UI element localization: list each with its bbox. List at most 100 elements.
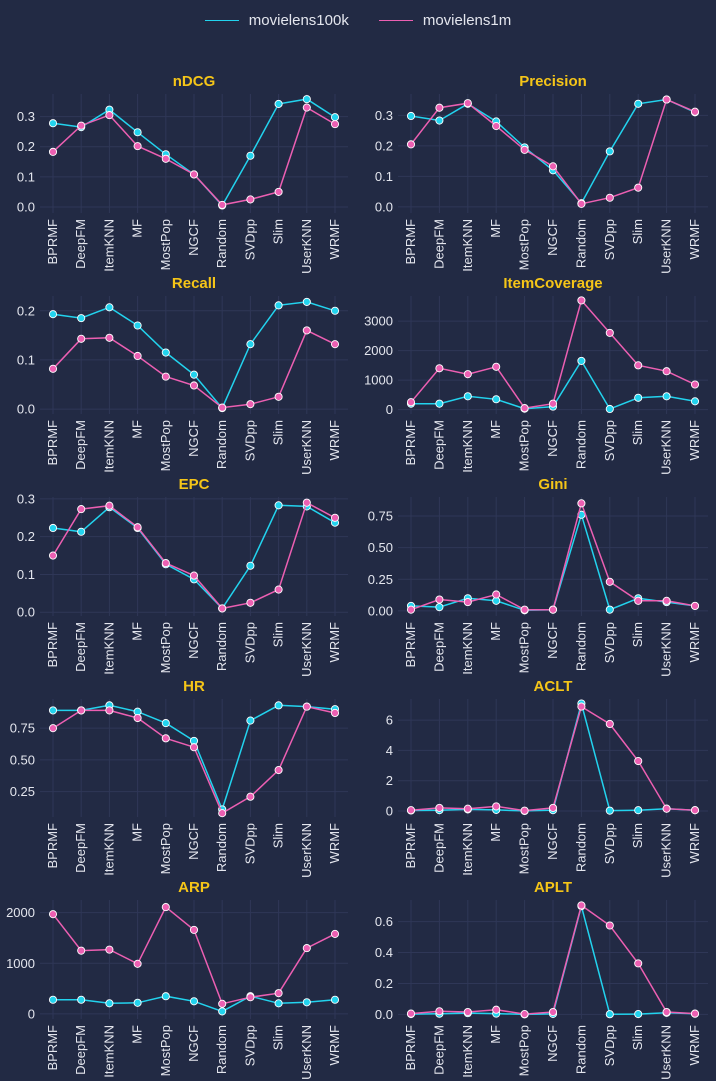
data-point-movielens1m[interactable] [133, 142, 142, 151]
data-point-movielens1m[interactable] [435, 803, 444, 812]
data-point-movielens1m[interactable] [105, 945, 114, 954]
data-point-movielens100k[interactable] [634, 806, 643, 815]
data-point-movielens1m[interactable] [48, 551, 58, 560]
data-point-movielens1m[interactable] [302, 326, 311, 335]
data-point-movielens1m[interactable] [189, 743, 199, 752]
data-point-movielens1m[interactable] [48, 724, 58, 733]
data-point-movielens100k[interactable] [77, 995, 86, 1004]
data-point-movielens1m[interactable] [548, 1007, 558, 1017]
data-point-movielens100k[interactable] [605, 1010, 614, 1019]
data-point-movielens1m[interactable] [605, 921, 614, 930]
data-point-movielens100k[interactable] [577, 356, 586, 365]
data-point-movielens1m[interactable] [662, 367, 671, 376]
data-point-movielens100k[interactable] [246, 561, 255, 570]
data-point-movielens100k[interactable] [133, 128, 142, 137]
data-point-movielens1m[interactable] [218, 604, 227, 613]
data-point-movielens100k[interactable] [634, 393, 643, 402]
data-point-movielens1m[interactable] [274, 585, 283, 594]
data-point-movielens1m[interactable] [189, 925, 199, 934]
data-point-movielens1m[interactable] [662, 95, 671, 104]
data-point-movielens1m[interactable] [605, 577, 614, 586]
data-point-movielens100k[interactable] [302, 998, 311, 1007]
data-point-movielens1m[interactable] [605, 719, 614, 729]
data-point-movielens1m[interactable] [406, 605, 416, 614]
data-point-movielens1m[interactable] [435, 103, 444, 112]
data-point-movielens100k[interactable] [435, 116, 444, 125]
data-point-movielens1m[interactable] [330, 929, 340, 938]
data-point-movielens100k[interactable] [189, 997, 199, 1006]
data-point-movielens100k[interactable] [246, 151, 255, 160]
data-point-movielens1m[interactable] [520, 1010, 529, 1019]
data-point-movielens1m[interactable] [577, 499, 586, 508]
data-point-movielens100k[interactable] [161, 719, 170, 728]
legend-item-movielens100k[interactable]: movielens100k [204, 12, 349, 29]
data-point-movielens1m[interactable] [105, 706, 114, 715]
data-point-movielens1m[interactable] [406, 806, 416, 815]
data-point-movielens100k[interactable] [330, 113, 340, 122]
data-point-movielens100k[interactable] [492, 395, 501, 404]
data-point-movielens1m[interactable] [605, 193, 614, 202]
data-point-movielens100k[interactable] [105, 303, 114, 312]
data-point-movielens100k[interactable] [48, 523, 58, 533]
data-point-movielens100k[interactable] [133, 321, 142, 330]
data-point-movielens1m[interactable] [690, 806, 700, 815]
data-point-movielens1m[interactable] [520, 605, 529, 614]
data-point-movielens1m[interactable] [577, 901, 586, 910]
data-point-movielens1m[interactable] [548, 605, 558, 614]
data-point-movielens100k[interactable] [463, 392, 472, 401]
data-point-movielens100k[interactable] [274, 301, 283, 310]
data-point-movielens1m[interactable] [246, 993, 255, 1002]
data-point-movielens1m[interactable] [77, 946, 86, 955]
data-point-movielens1m[interactable] [463, 370, 472, 379]
data-point-movielens1m[interactable] [133, 959, 142, 968]
data-point-movielens1m[interactable] [246, 598, 255, 607]
data-point-movielens1m[interactable] [218, 200, 227, 209]
data-point-movielens1m[interactable] [189, 571, 199, 580]
data-point-movielens1m[interactable] [690, 1009, 700, 1018]
data-point-movielens1m[interactable] [246, 400, 255, 409]
data-point-movielens100k[interactable] [189, 370, 199, 379]
data-point-movielens1m[interactable] [520, 145, 529, 154]
data-point-movielens1m[interactable] [189, 170, 199, 179]
data-point-movielens1m[interactable] [77, 334, 86, 343]
data-point-movielens1m[interactable] [435, 364, 444, 373]
data-point-movielens1m[interactable] [330, 120, 340, 129]
data-point-movielens1m[interactable] [577, 296, 586, 305]
data-point-movielens100k[interactable] [218, 1007, 227, 1016]
data-point-movielens100k[interactable] [274, 701, 283, 710]
data-point-movielens1m[interactable] [218, 403, 227, 412]
data-point-movielens1m[interactable] [330, 708, 340, 718]
data-point-movielens100k[interactable] [330, 995, 340, 1004]
data-point-movielens100k[interactable] [274, 501, 283, 510]
data-point-movielens1m[interactable] [406, 140, 416, 149]
data-point-movielens1m[interactable] [133, 713, 142, 723]
data-point-movielens1m[interactable] [274, 989, 283, 998]
data-point-movielens1m[interactable] [48, 364, 58, 373]
data-point-movielens1m[interactable] [161, 559, 170, 568]
data-point-movielens100k[interactable] [690, 397, 700, 406]
data-point-movielens100k[interactable] [435, 603, 444, 612]
data-point-movielens1m[interactable] [690, 380, 700, 389]
data-point-movielens1m[interactable] [330, 513, 340, 522]
data-point-movielens1m[interactable] [105, 333, 114, 342]
data-point-movielens1m[interactable] [133, 351, 142, 361]
data-point-movielens1m[interactable] [463, 1007, 472, 1017]
data-point-movielens1m[interactable] [577, 199, 586, 208]
data-point-movielens1m[interactable] [662, 804, 671, 813]
data-point-movielens1m[interactable] [161, 903, 170, 912]
data-point-movielens100k[interactable] [246, 716, 255, 725]
data-point-movielens100k[interactable] [634, 99, 643, 108]
data-point-movielens100k[interactable] [302, 95, 311, 104]
data-point-movielens100k[interactable] [48, 995, 58, 1004]
data-point-movielens1m[interactable] [302, 944, 311, 953]
data-point-movielens1m[interactable] [520, 404, 529, 413]
data-point-movielens1m[interactable] [634, 361, 643, 370]
data-point-movielens1m[interactable] [492, 121, 501, 131]
data-point-movielens100k[interactable] [161, 992, 170, 1001]
data-point-movielens1m[interactable] [492, 1005, 501, 1014]
data-point-movielens100k[interactable] [662, 392, 671, 401]
data-point-movielens1m[interactable] [189, 381, 199, 390]
data-point-movielens1m[interactable] [548, 803, 558, 812]
data-point-movielens1m[interactable] [48, 910, 58, 919]
data-point-movielens100k[interactable] [48, 310, 58, 319]
